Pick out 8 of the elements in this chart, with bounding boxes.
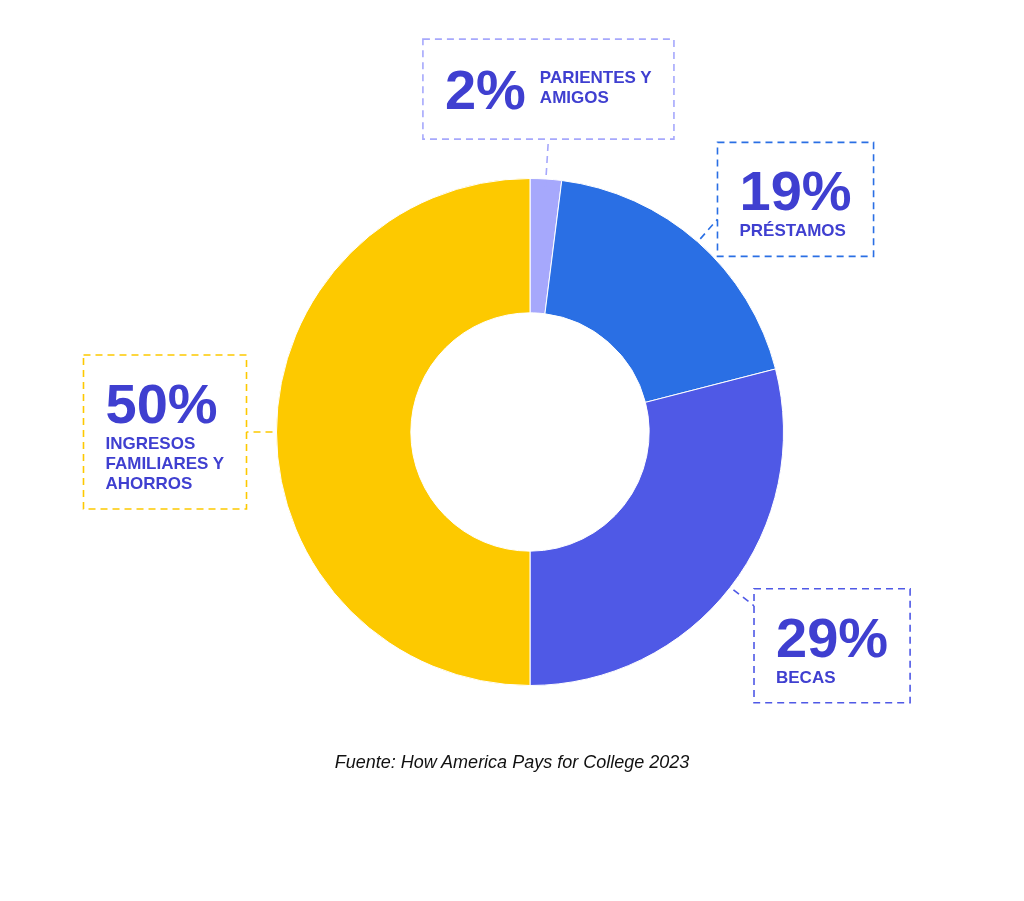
data-label: 29%: [776, 605, 889, 669]
slice-label: BECAS: [776, 667, 836, 687]
source-note: Fuente: How America Pays for College 2023: [333, 752, 691, 773]
slice-label: PRÉSTAMOS: [739, 221, 846, 241]
data-label: 50%: [105, 372, 218, 435]
slice-label: INGRESOS FAMILIARES Y AHORROS: [105, 434, 225, 493]
data-label: 2%: [444, 58, 526, 122]
slice-label: PARIENTES Y AMIGOS: [539, 68, 653, 108]
